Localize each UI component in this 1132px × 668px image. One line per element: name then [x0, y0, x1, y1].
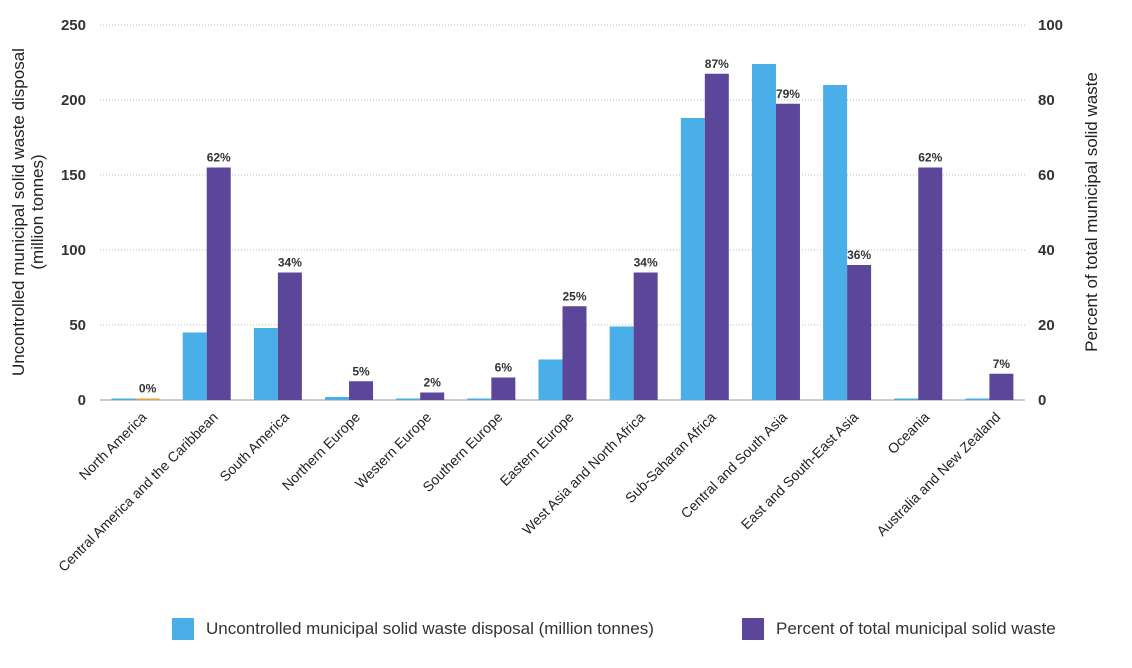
y-tick-label: 250: [61, 17, 86, 34]
y-tick-label: 100: [61, 242, 86, 259]
y2-tick-label: 100: [1038, 17, 1063, 34]
bar-waste-disposal: [965, 398, 990, 400]
bar-percent-total: [989, 373, 1014, 400]
data-label: 62%: [207, 151, 231, 165]
y-axis-title: Uncontrolled municipal solid waste dispo…: [9, 48, 47, 376]
data-label: 7%: [993, 357, 1011, 371]
y-axis-title-line: Uncontrolled municipal solid waste dispo…: [9, 48, 28, 376]
bar-percent-total: [562, 306, 587, 400]
bar-percent-total: [491, 377, 516, 400]
bar-waste-disposal: [680, 118, 705, 400]
data-label: 6%: [495, 361, 513, 375]
bar-waste-disposal: [894, 398, 919, 400]
legend-swatch-waste-disposal: [172, 618, 194, 640]
y-tick-label: 200: [61, 92, 86, 109]
y2-tick-label: 80: [1038, 92, 1055, 109]
x-category-label: South America: [216, 409, 292, 485]
data-label: 36%: [847, 248, 871, 262]
data-label: 62%: [918, 151, 942, 165]
bar-waste-disposal: [467, 398, 492, 400]
legend-item-waste-disposal: Uncontrolled municipal solid waste dispo…: [172, 618, 654, 640]
bar-waste-disposal: [396, 398, 421, 400]
legend: Uncontrolled municipal solid waste dispo…: [0, 618, 1132, 648]
x-category-label: Eastern Europe: [497, 409, 577, 489]
bar-percent-total: [420, 392, 445, 400]
bar-waste-disposal: [609, 326, 634, 400]
y2-tick-label: 0: [1038, 392, 1046, 409]
x-category-label: Australia and New Zealand: [873, 409, 1003, 539]
bar-percent-total: [135, 398, 160, 400]
x-category-label: Northern Europe: [279, 409, 364, 494]
y-tick-label: 150: [61, 167, 86, 184]
y2-tick-label: 40: [1038, 242, 1055, 259]
bar-waste-disposal: [538, 359, 563, 400]
bar-waste-disposal: [182, 332, 207, 400]
bar-percent-total: [277, 272, 302, 400]
y2-tick-label: 20: [1038, 317, 1055, 334]
bar-waste-disposal: [111, 398, 136, 400]
bar-waste-disposal: [253, 328, 278, 400]
x-category-label: North America: [76, 409, 150, 483]
bar-percent-total: [918, 167, 943, 400]
legend-label-waste-disposal: Uncontrolled municipal solid waste dispo…: [206, 619, 654, 638]
data-label: 79%: [776, 87, 800, 101]
legend-item-percent-total: Percent of total municipal solid waste: [742, 618, 1056, 640]
y2-tick-label: 60: [1038, 167, 1055, 184]
data-label: 5%: [352, 364, 370, 378]
bar-percent-total: [704, 73, 729, 400]
data-label: 34%: [634, 256, 658, 270]
data-label: 25%: [562, 289, 586, 303]
bar-percent-total: [206, 167, 231, 400]
bar-waste-disposal: [751, 64, 776, 400]
bar-percent-total: [349, 381, 374, 400]
x-category-label: Western Europe: [352, 409, 435, 492]
legend-swatch-percent-total: [742, 618, 764, 640]
x-category-label: Central America and the Caribbean: [55, 409, 221, 575]
y-tick-label: 0: [78, 392, 86, 409]
legend-label-percent-total: Percent of total municipal solid waste: [776, 619, 1056, 638]
x-category-label: Oceania: [884, 409, 932, 457]
x-category-label: East and South-East Asia: [738, 409, 862, 533]
bar-percent-total: [847, 265, 872, 400]
y-axis-title-line: (million tonnes): [28, 154, 47, 269]
y-tick-label: 50: [69, 317, 86, 334]
bar-waste-disposal: [823, 85, 848, 400]
x-category-label: West Asia and North Africa: [519, 409, 648, 538]
bar-waste-disposal: [325, 397, 350, 400]
data-label: 87%: [705, 57, 729, 71]
data-label: 0%: [139, 382, 157, 396]
y2-axis-title: Percent of total municipal solid waste: [1082, 72, 1101, 352]
bar-percent-total: [633, 272, 658, 400]
data-label: 2%: [424, 376, 442, 390]
data-label: 34%: [278, 256, 302, 270]
bar-percent-total: [775, 103, 800, 400]
